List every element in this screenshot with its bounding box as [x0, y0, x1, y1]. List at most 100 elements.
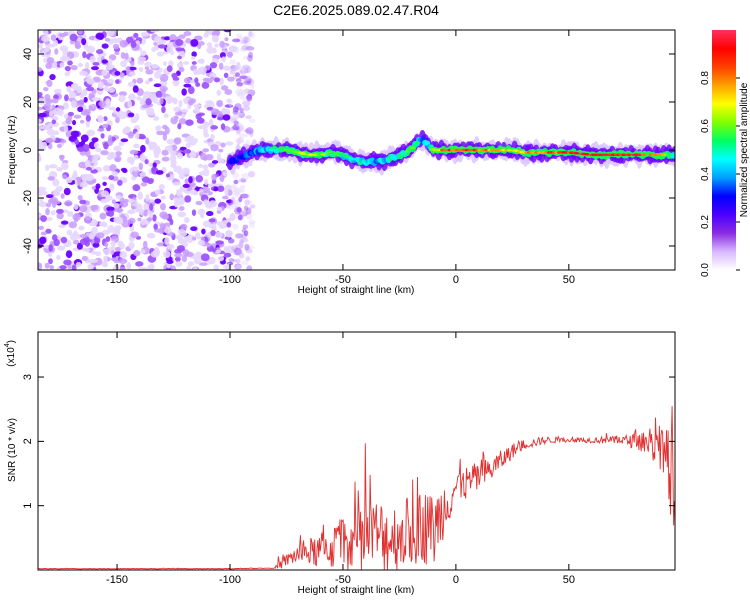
noise-blob — [213, 77, 221, 83]
noise-blob — [46, 194, 54, 199]
ridge-peak — [621, 153, 627, 157]
noise-blob — [230, 196, 236, 204]
spectrogram-x-tick-label: -50 — [335, 274, 351, 286]
noise-blob — [48, 110, 54, 117]
noise-blob — [245, 256, 251, 262]
noise-blob — [68, 91, 77, 99]
noise-blob — [241, 89, 251, 95]
noise-blob — [83, 96, 88, 103]
noise-blob — [224, 236, 232, 240]
noise-blob — [183, 83, 192, 88]
noise-blob — [220, 123, 226, 131]
noise-blob — [235, 124, 245, 132]
noise-blob — [224, 104, 234, 108]
noise-blob — [118, 91, 128, 97]
noise-blob — [129, 71, 136, 76]
noise-blob — [126, 66, 131, 74]
noise-blob — [191, 55, 196, 60]
noise-blob — [69, 33, 78, 42]
noise-blob — [242, 64, 250, 70]
noise-blob — [162, 213, 169, 220]
noise-blob — [113, 145, 122, 152]
noise-blob — [235, 233, 244, 239]
noise-blob — [177, 123, 182, 130]
noise-blob — [192, 236, 197, 241]
noise-blob — [140, 31, 150, 37]
noise-blob — [158, 39, 167, 45]
noise-blob — [84, 62, 90, 70]
noise-blob — [66, 85, 72, 93]
noise-blob — [143, 209, 148, 217]
noise-blob — [230, 116, 238, 121]
ridge-peak — [636, 153, 642, 157]
noise-blob — [163, 250, 171, 259]
noise-blob — [49, 74, 56, 81]
noise-blob — [235, 128, 241, 135]
noise-blob — [226, 230, 232, 238]
noise-blob — [195, 82, 201, 87]
noise-blob — [135, 261, 144, 267]
noise-blob — [227, 238, 235, 244]
noise-blob — [216, 89, 222, 96]
noise-blob — [236, 207, 242, 213]
noise-blob — [38, 201, 47, 208]
spectrogram-x-tick-label: 0 — [453, 274, 459, 286]
noise-blob — [122, 111, 127, 116]
figure-title: C2E6.2025.089.02.47.R04 — [273, 2, 439, 18]
noise-blob — [119, 72, 125, 78]
noise-blob — [243, 205, 249, 211]
noise-blob — [171, 144, 178, 151]
noise-blob — [150, 30, 160, 33]
noise-blob — [237, 215, 244, 221]
noise-blob — [47, 143, 53, 150]
noise-blob — [77, 194, 83, 201]
noise-blob — [161, 81, 168, 86]
noise-blob — [56, 167, 63, 172]
noise-blob — [218, 62, 224, 71]
noise-blob — [130, 231, 139, 239]
noise-blob — [207, 183, 215, 188]
noise-blob — [45, 44, 50, 53]
noise-blob — [49, 197, 59, 204]
snr-ylabel: SNR (10 * v/v) — [7, 418, 18, 482]
noise-blob — [48, 258, 53, 265]
noise-blob — [235, 243, 244, 250]
noise-blob — [54, 48, 59, 55]
noise-blob — [49, 264, 55, 270]
noise-blob — [233, 120, 240, 126]
ridge-peak — [507, 148, 513, 152]
noise-blob — [50, 210, 56, 216]
noise-blob — [108, 58, 113, 66]
noise-blob — [153, 150, 160, 159]
snr-frame — [37, 331, 676, 571]
noise-blob — [38, 154, 41, 162]
spectrogram-noise-scatter — [38, 30, 256, 270]
noise-blob — [164, 95, 174, 102]
noise-blob — [124, 52, 129, 60]
noise-blob — [174, 199, 179, 208]
snr-y-tick-label: 1 — [22, 503, 34, 509]
noise-blob — [156, 125, 162, 130]
noise-blob — [97, 56, 102, 65]
noise-blob — [151, 166, 156, 172]
noise-blob — [235, 264, 243, 270]
noise-blob — [80, 110, 90, 116]
noise-blob — [106, 206, 115, 212]
noise-blob — [83, 216, 92, 224]
noise-blob — [204, 121, 210, 128]
noise-blob — [154, 189, 161, 196]
noise-blob — [245, 212, 253, 220]
noise-blob — [90, 204, 99, 211]
noise-blob — [240, 186, 245, 193]
noise-blob — [199, 58, 205, 64]
noise-blob — [145, 193, 150, 202]
noise-blob — [243, 36, 249, 44]
noise-blob — [203, 199, 209, 206]
noise-blob — [40, 215, 47, 222]
noise-blob — [136, 96, 142, 101]
noise-blob — [41, 124, 51, 131]
noise-blob — [159, 97, 164, 105]
noise-blob — [235, 139, 245, 144]
noise-blob — [197, 164, 204, 168]
